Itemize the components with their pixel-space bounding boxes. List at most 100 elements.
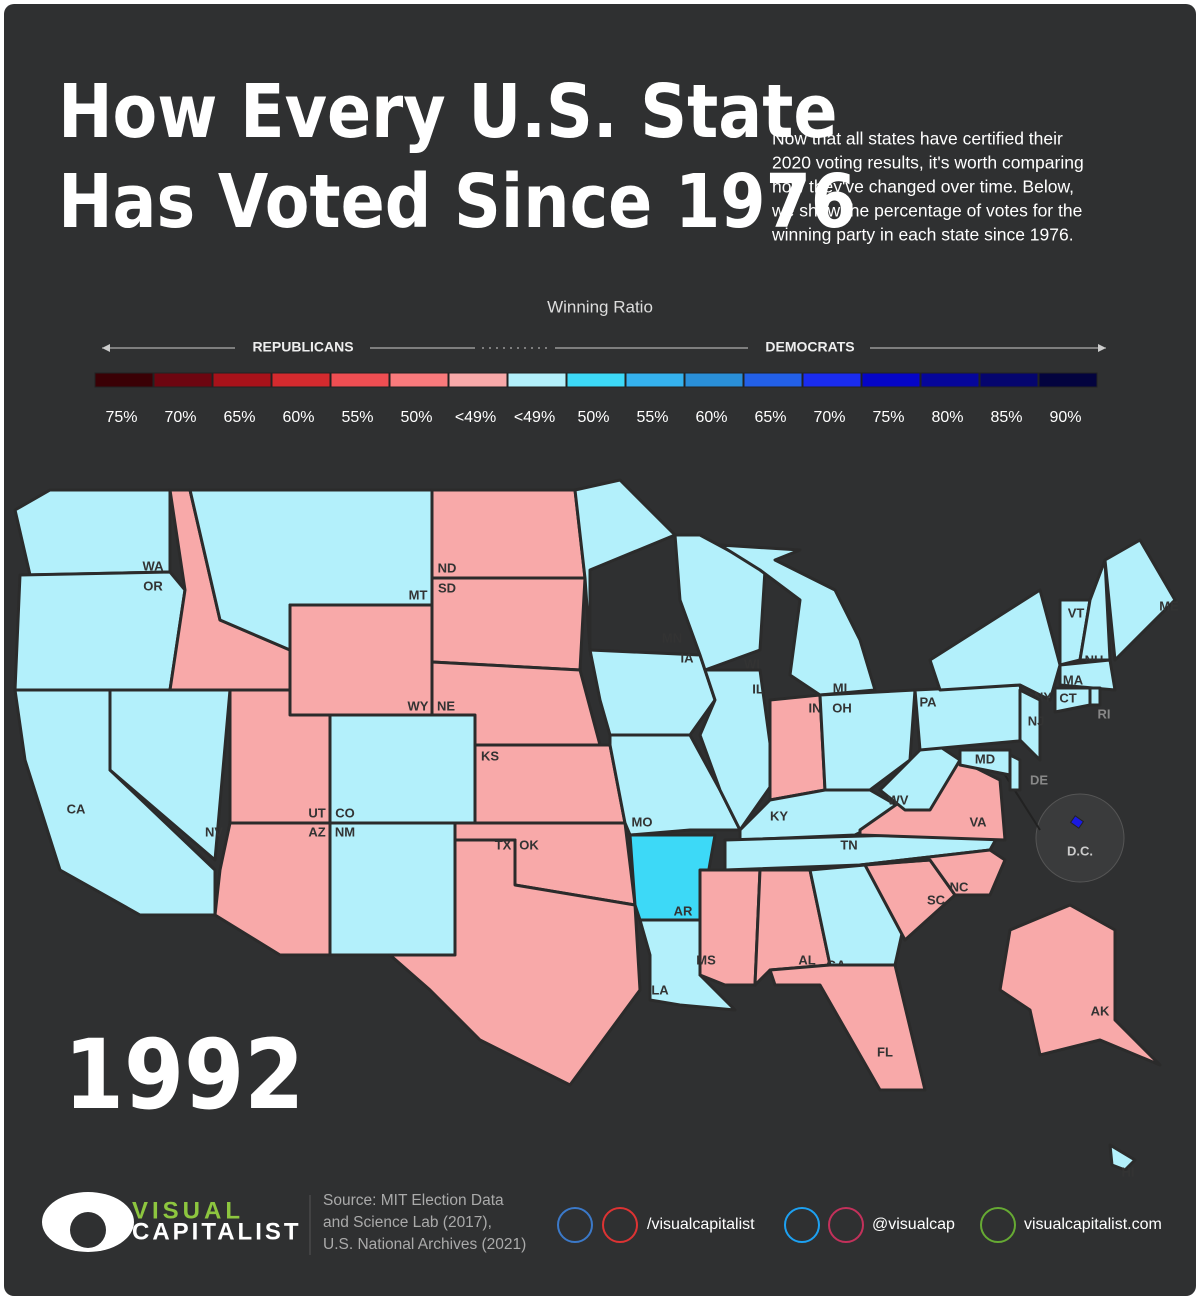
legend-swatch (271, 372, 331, 388)
state-label: MA (1063, 672, 1084, 687)
social-link[interactable]: @visualcap (872, 1216, 955, 1233)
social-link[interactable]: visualcapitalist.com (1024, 1216, 1162, 1233)
arrow-head (102, 344, 110, 352)
icon-web[interactable] (980, 1207, 1016, 1243)
state-label: AZ (308, 824, 325, 839)
state-label: TN (840, 837, 857, 852)
state-label: MN (662, 630, 682, 645)
year: 1992 (64, 1019, 304, 1131)
state-label: ND (438, 560, 457, 575)
legend-swatch (330, 372, 390, 388)
intro-line: how they've changed over time. Below, (772, 177, 1074, 197)
icon-instagram[interactable] (828, 1207, 864, 1243)
legend-swatch (1038, 372, 1098, 388)
state-label: WV (888, 792, 909, 807)
state-label: IA (681, 650, 695, 665)
legend-title: Winning Ratio (547, 297, 653, 316)
legend-swatch (212, 372, 272, 388)
state (608, 733, 742, 837)
legend-label: 80% (931, 409, 963, 426)
logo (42, 1192, 134, 1252)
icon-facebook[interactable] (557, 1207, 593, 1243)
legend-side: DEMOCRATS (765, 339, 854, 355)
legend-label: 70% (164, 409, 196, 426)
legend-swatch (684, 372, 744, 388)
legend-label: <49% (514, 409, 555, 426)
legend-label: 75% (105, 409, 137, 426)
state-label: NV (205, 824, 223, 839)
map: WAORCANVIDMTWYUTCOAZNMNDSDNEKSOKTXMNIAMO… (13, 478, 1179, 1179)
state-label: OK (519, 837, 539, 852)
legend-label: 85% (990, 409, 1022, 426)
legend-label: 90% (1049, 409, 1081, 426)
state-label: OR (143, 578, 163, 593)
state-label: WI (744, 656, 760, 671)
legend-label: 50% (400, 409, 432, 426)
state (928, 588, 1062, 702)
state-label: TX (495, 837, 512, 852)
state (998, 903, 1162, 1067)
legend-swatch (448, 372, 508, 388)
state-label: MT (409, 587, 428, 602)
dc-callout (1035, 793, 1125, 883)
state-label: AR (674, 903, 693, 918)
state (13, 488, 172, 577)
intro: Now that all states have certified their… (771, 129, 1084, 245)
state-label: RI (1098, 706, 1111, 721)
state (388, 838, 642, 1087)
source-line: Source: MIT Election Data (323, 1192, 504, 1209)
state-label: NC (950, 879, 969, 894)
state-label: WA (143, 558, 165, 573)
state-label: OH (832, 700, 852, 715)
state-label: DE (1030, 772, 1048, 787)
state-label: LA (651, 982, 669, 997)
state-label: MO (632, 814, 653, 829)
state-label: D.C. (1067, 843, 1093, 858)
social-link[interactable]: /visualcapitalist (647, 1216, 755, 1233)
legend-swatch (979, 372, 1039, 388)
state (1058, 658, 1117, 692)
source-line: and Science Lab (2017), (323, 1214, 492, 1231)
legend-label: 55% (341, 409, 373, 426)
state (818, 688, 917, 792)
state (1108, 1143, 1137, 1172)
legend-swatch (153, 372, 213, 388)
state-label: NM (335, 824, 355, 839)
state-label: WY (408, 698, 429, 713)
icon-twitter[interactable] (784, 1207, 820, 1243)
state-label: CA (67, 801, 86, 816)
state-label: KS (481, 748, 499, 763)
state-label: MI (833, 680, 847, 695)
title: Has Voted Since 1976 (58, 159, 856, 245)
brand: CAPITALIST (132, 1218, 302, 1245)
title: How Every U.S. State (58, 69, 837, 155)
state-label: CT (1059, 690, 1076, 705)
legend-label: 55% (636, 409, 668, 426)
state-label: IN (809, 700, 822, 715)
source: Source: MIT Election Data and Science Lab… (323, 1192, 526, 1253)
state-label: AK (1091, 1003, 1110, 1018)
state (1069, 815, 1085, 829)
state (1088, 686, 1102, 707)
legend-swatch (861, 372, 921, 388)
state-label: MD (975, 751, 995, 766)
state-label: PA (919, 694, 937, 709)
state-label: CO (335, 805, 355, 820)
icon-youtube[interactable] (602, 1207, 638, 1243)
state (718, 543, 877, 697)
legend-label: 75% (872, 409, 904, 426)
state (573, 478, 677, 652)
state-label: HI (1122, 1164, 1135, 1179)
state-label: VT (1068, 605, 1085, 620)
state (1103, 538, 1177, 662)
state (588, 648, 717, 737)
state (1008, 753, 1022, 792)
state (958, 748, 1012, 777)
state-label: SD (438, 580, 456, 595)
state (673, 533, 767, 672)
legend-label: 60% (282, 409, 314, 426)
legend-swatch (920, 372, 980, 388)
state-label: NJ (1028, 713, 1045, 728)
state-label: AL (798, 952, 815, 967)
